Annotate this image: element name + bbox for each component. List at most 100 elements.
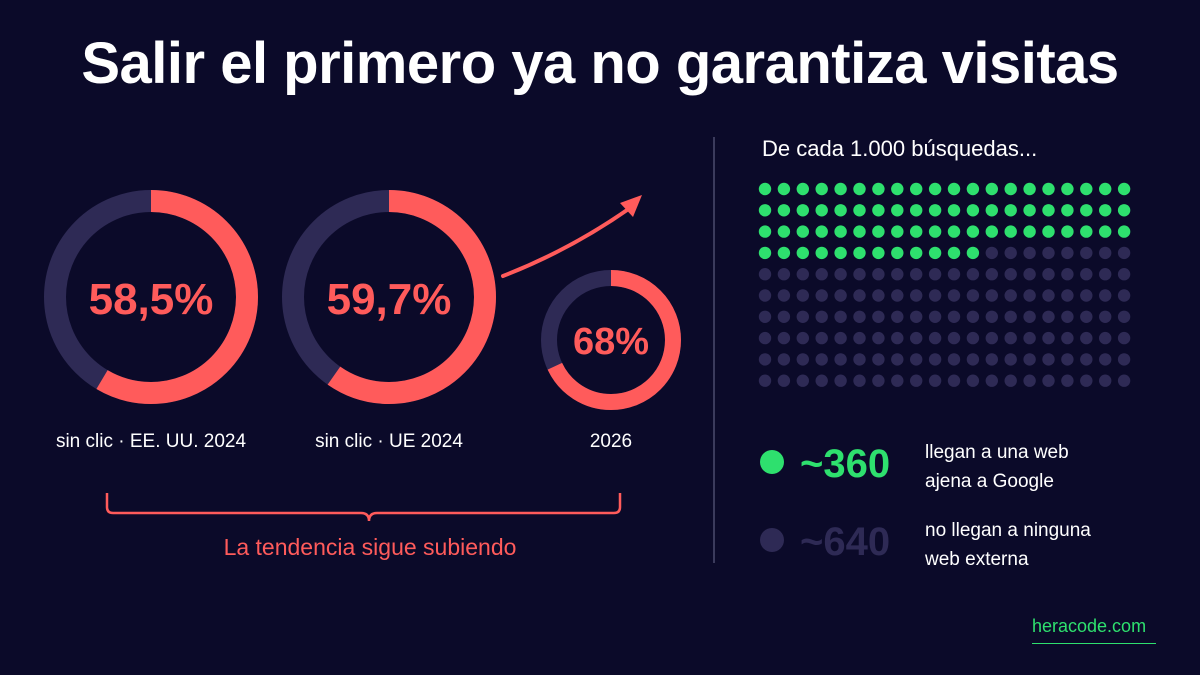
waffle-dot [1117,374,1131,387]
waffle-dot [815,182,828,196]
waffle-dot [1042,182,1055,196]
waffle-dot [928,268,942,281]
waffle-dot [891,374,904,387]
waffle-dot [928,182,942,196]
waffle-dot [1117,246,1131,260]
waffle-dot [891,225,904,238]
trend-bracket [105,493,622,522]
waffle-dot [928,310,942,323]
donut-arc [282,190,496,404]
donut-value: 59,7% [327,275,452,324]
waffle-dot [985,225,998,238]
waffle-dot [1117,204,1131,217]
waffle-dot [815,204,828,217]
waffle-dot [815,246,828,260]
donut-arc [44,190,258,404]
waffle-dot [758,225,772,238]
waffle-dot [1042,289,1055,302]
waffle-dot [1099,374,1112,387]
waffle-dot [910,353,923,366]
waffle-dot [966,204,980,217]
trend-label: La tendencia sigue subiendo [224,534,517,560]
legend-count: ~640 [800,520,890,564]
waffle-dot [1061,331,1074,345]
waffle-dot [910,225,923,238]
waffle-dot [872,268,885,281]
waffle-dot [1042,246,1055,260]
waffle-dot [815,268,828,281]
waffle-dot [777,289,791,302]
waffle-dot [1061,246,1074,260]
waffle-dot [834,182,847,196]
waffle-dot [1099,268,1112,281]
waffle-dot [1004,353,1017,366]
waffle-dot [1099,246,1112,260]
waffle-dot [891,353,904,366]
waffle-dot [910,246,923,260]
waffle-dot [1099,182,1112,196]
waffle-dot [947,353,961,366]
waffle-dot [1080,353,1093,366]
waffle-dot [1117,353,1131,366]
waffle-dot [1004,331,1017,345]
waffle-dot [872,246,885,260]
waffle-dot [758,331,772,345]
waffle-dot [777,353,791,366]
waffle-dot [947,204,961,217]
waffle-dot [1004,225,1017,238]
waffle-dot [1004,246,1017,260]
waffle-dot [1023,204,1036,217]
waffle-dot [891,310,904,323]
waffle-dot [1117,182,1131,196]
legend-count: ~360 [800,442,890,486]
waffle-dot [1042,353,1055,366]
waffle-dot [891,268,904,281]
waffle-dot [1023,182,1036,196]
donut-label: sin clic · UE 2024 [315,431,463,452]
waffle-dot [891,182,904,196]
waffle-dot [853,182,866,196]
waffle-dot [1023,246,1036,260]
waffle-dot [928,374,942,387]
waffle-dot [796,182,809,196]
donut-arc [541,270,681,410]
waffle-dot [777,331,791,345]
waffle-dot [1117,331,1131,345]
waffle-dot [872,310,885,323]
waffle-dot [891,289,904,302]
waffle-dot [947,331,961,345]
legend-swatch [760,450,784,474]
brand-link[interactable]: heracode.com [1032,616,1156,644]
waffle-dot [891,331,904,345]
waffle-dot [928,225,942,238]
waffle-dot [853,331,866,345]
waffle-dot [815,353,828,366]
waffle-dot [985,374,998,387]
waffle-dot [777,182,791,196]
waffle-dot [966,289,980,302]
waffle-dot [815,374,828,387]
waffle-dot [1023,289,1036,302]
waffle-dot [947,289,961,302]
waffle-dot [891,246,904,260]
waffle-dot [872,331,885,345]
waffle-dot [910,182,923,196]
waffle-dot [834,289,847,302]
waffle-dot [1023,225,1036,238]
legend-text: ajena a Google [925,471,1054,492]
waffle-dot [815,289,828,302]
waffle-dot [796,374,809,387]
waffle-dot [928,246,942,260]
waffle-dot [1061,353,1074,366]
legend-text: web externa [924,549,1029,570]
waffle-dot [834,204,847,217]
waffle-dot [872,353,885,366]
waffle-dot [1004,182,1017,196]
waffle-dot [966,182,980,196]
waffle-dot [1099,204,1112,217]
waffle-dot [853,268,866,281]
waffle-dot [758,182,772,196]
waffle-dot [834,246,847,260]
waffle-dot [1080,310,1093,323]
waffle-dot [1099,353,1112,366]
